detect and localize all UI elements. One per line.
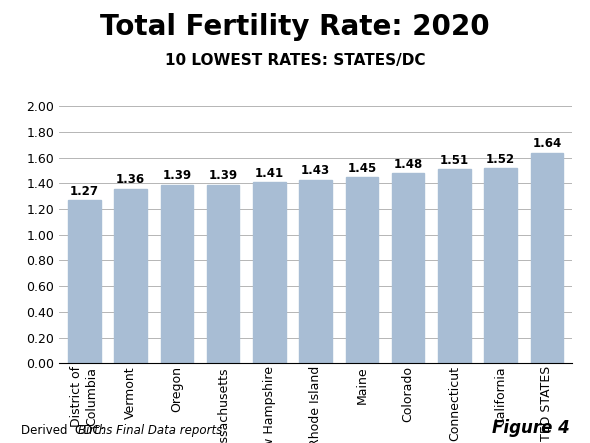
Text: 1.48: 1.48 bbox=[394, 158, 423, 171]
Text: Total Fertility Rate: 2020: Total Fertility Rate: 2020 bbox=[100, 13, 490, 41]
Bar bbox=[114, 189, 147, 363]
Text: 10 LOWEST RATES: STATES/DC: 10 LOWEST RATES: STATES/DC bbox=[165, 53, 425, 68]
Text: 1.39: 1.39 bbox=[162, 169, 192, 183]
Text: 1.45: 1.45 bbox=[348, 162, 376, 175]
Bar bbox=[160, 185, 193, 363]
Bar bbox=[530, 152, 563, 363]
Bar bbox=[346, 177, 378, 363]
Text: 1.36: 1.36 bbox=[116, 173, 145, 186]
Bar bbox=[484, 168, 517, 363]
Text: Derived  CDC:: Derived CDC: bbox=[21, 424, 108, 437]
Text: Figure 4: Figure 4 bbox=[491, 419, 569, 437]
Text: 1.27: 1.27 bbox=[70, 185, 99, 198]
Text: 1.51: 1.51 bbox=[440, 154, 469, 167]
Bar bbox=[300, 179, 332, 363]
Bar bbox=[438, 169, 471, 363]
Bar bbox=[392, 173, 424, 363]
Bar bbox=[207, 185, 240, 363]
Text: 1.41: 1.41 bbox=[255, 167, 284, 180]
Text: Births Final Data reports.: Births Final Data reports. bbox=[78, 424, 227, 437]
Text: 1.43: 1.43 bbox=[301, 164, 330, 177]
Bar bbox=[68, 200, 101, 363]
Text: 1.52: 1.52 bbox=[486, 153, 515, 166]
Text: 1.64: 1.64 bbox=[532, 137, 562, 150]
Text: 1.39: 1.39 bbox=[209, 169, 238, 183]
Bar bbox=[253, 182, 286, 363]
